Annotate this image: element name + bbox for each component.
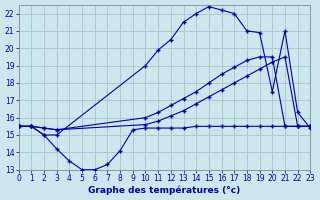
X-axis label: Graphe des températures (°c): Graphe des températures (°c) (88, 186, 241, 195)
